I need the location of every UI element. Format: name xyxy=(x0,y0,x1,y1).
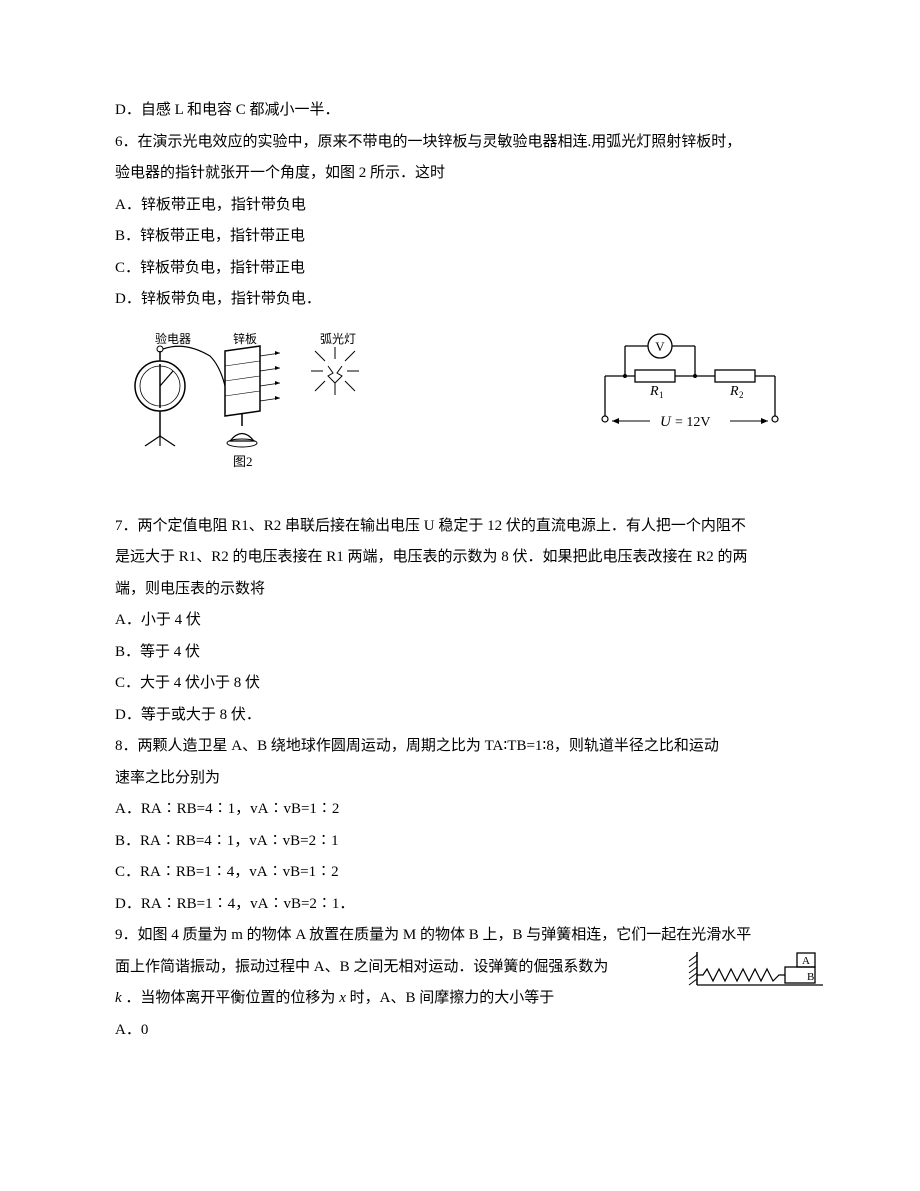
q8-option-a: A．RA∶RB=4∶1，vA∶vB=1∶2 xyxy=(115,794,805,826)
r2-sub: 2 xyxy=(739,390,744,400)
q7-stem-line2: 是远大于 R1、R2 的电压表接在 R1 两端，电压表的示数为 8 伏．如果把此… xyxy=(115,542,805,574)
q6-stem-line1: 6．在演示光电效应的实验中，原来不带电的一块锌板与灵敏验电器相连.用弧光灯照射锌… xyxy=(115,127,805,159)
q7-option-c: C．大于 4 伏小于 8 伏 xyxy=(115,668,805,700)
box-a-label: A xyxy=(802,955,810,967)
voltmeter-label: V xyxy=(655,339,665,354)
circuit-figure: V R 1 R 2 xyxy=(575,331,795,464)
spring-figure: B A xyxy=(685,947,825,1005)
fig2-caption: 图2 xyxy=(233,454,253,469)
q5-option-d: D．自感 L 和电容 C 都减小一半． xyxy=(115,95,805,127)
arc-lamp-icon xyxy=(311,347,359,395)
u-label: U xyxy=(660,414,672,430)
q9-stem3b: 时，A、B 间摩擦力的大小等于 xyxy=(350,990,555,1006)
r1-sub: 1 xyxy=(659,390,664,400)
electroscope-label: 验电器 xyxy=(155,331,191,346)
photoelectric-svg: 验电器 锌板 xyxy=(125,331,375,481)
photoelectric-figure: 验电器 锌板 xyxy=(125,331,375,481)
q8-option-c: C．RA∶RB=1∶4，vA∶vB=1∶2 xyxy=(115,857,805,889)
q8-stem-line1: 8．两颗人造卫星 A、B 绕地球作圆周运动，周期之比为 TA∶TB=1∶8，则轨… xyxy=(115,731,805,763)
q6-option-d: D．锌板带负电，指针带负电． xyxy=(115,284,805,316)
q9-k: k xyxy=(115,990,122,1006)
q9-stem3a: ．当物体离开平衡位置的位移为 xyxy=(125,990,335,1006)
arc-label: 弧光灯 xyxy=(320,332,356,346)
q6-option-b: B．锌板带正电，指针带正电 xyxy=(115,221,805,253)
q8-option-b: B．RA∶RB=4∶1，vA∶vB=2∶1 xyxy=(115,826,805,858)
q7-stem-line3: 端，则电压表的示数将 xyxy=(115,574,805,606)
figures-row: 验电器 锌板 xyxy=(115,331,805,481)
q8-option-d: D．RA∶RB=1∶4，vA∶vB=2∶1． xyxy=(115,889,805,921)
q7-option-d: D．等于或大于 8 伏． xyxy=(115,700,805,732)
q6-option-a: A．锌板带正电，指针带负电 xyxy=(115,190,805,222)
q6-option-c: C．锌板带负电，指针带正电 xyxy=(115,253,805,285)
q9-stem2-text: 面上作简谐振动，振动过程中 A、B 之间无相对运动．设弹簧的倔强系数为 xyxy=(115,959,608,975)
q7-stem-line1: 7．两个定值电阻 R1、R2 串联后接在输出电压 U 稳定于 12 伏的直流电源… xyxy=(115,511,805,543)
q8-stem-line2: 速率之比分别为 xyxy=(115,763,805,795)
zinc-label: 锌板 xyxy=(233,332,257,346)
r1-label: R xyxy=(649,384,659,399)
q6-stem-line2: 验电器的指针就张开一个角度，如图 2 所示．这时 xyxy=(115,158,805,190)
q9-option-a: A．0 xyxy=(115,1015,805,1047)
circuit-svg: V R 1 R 2 xyxy=(575,331,795,451)
q9-stem-line1: 9．如图 4 质量为 m 的物体 A 放置在质量为 M 的物体 B 上，B 与弹… xyxy=(115,920,805,952)
q7-option-a: A．小于 4 伏 xyxy=(115,605,805,637)
q9-stem-line2: 面上作简谐振动，振动过程中 A、B 之间无相对运动．设弹簧的倔强系数为 B A xyxy=(115,952,805,984)
q7-option-b: B．等于 4 伏 xyxy=(115,637,805,669)
u-value: = 12V xyxy=(675,415,711,430)
q9-x: x xyxy=(339,990,346,1006)
r2-label: R xyxy=(729,384,739,399)
box-b-label: B xyxy=(807,971,814,983)
